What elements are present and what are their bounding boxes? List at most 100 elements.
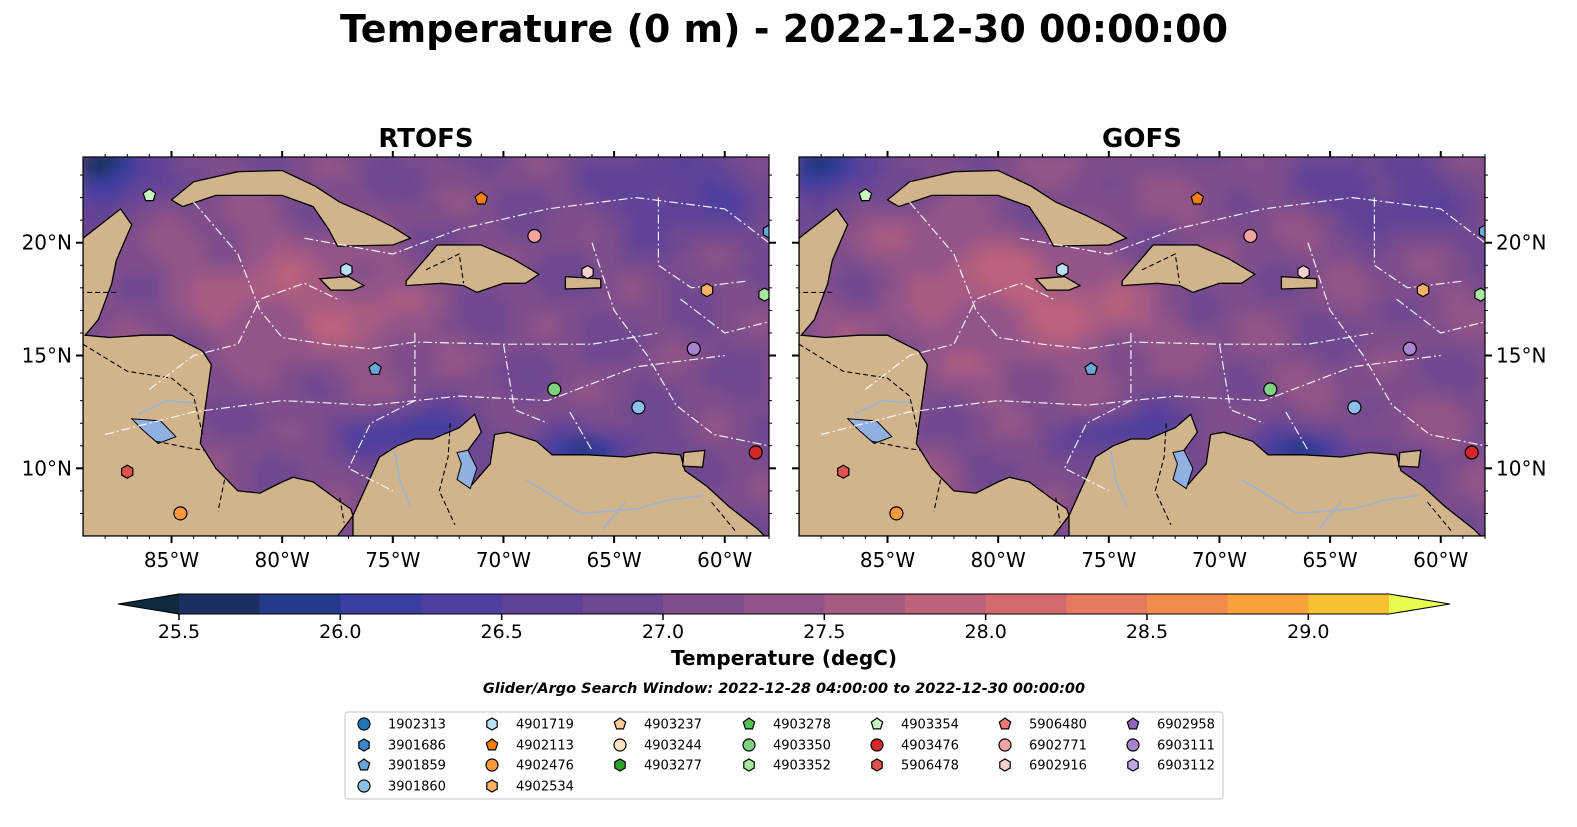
temperature-cell bbox=[1091, 312, 1104, 326]
temperature-cell bbox=[1103, 157, 1117, 165]
temperature-cell bbox=[229, 362, 242, 376]
temperature-cell bbox=[884, 225, 897, 239]
temperature-cell bbox=[908, 263, 922, 276]
temperature-cell bbox=[1298, 374, 1311, 388]
legend-marker bbox=[358, 738, 370, 752]
temperature-cell bbox=[945, 250, 958, 264]
temperature-cell bbox=[1431, 449, 1445, 463]
temperature-cell bbox=[1018, 287, 1031, 301]
temperature-cell bbox=[362, 263, 376, 276]
temperature-cell bbox=[557, 225, 571, 239]
temperature-cell bbox=[204, 300, 218, 314]
temperature-cell bbox=[557, 300, 571, 314]
temperature-cell bbox=[472, 312, 486, 326]
temperature-cell bbox=[703, 250, 717, 264]
temperature-cell bbox=[764, 374, 769, 388]
temperature-cell bbox=[920, 250, 934, 264]
temperature-cell bbox=[582, 176, 595, 190]
temperature-cell bbox=[728, 263, 741, 276]
temperature-cell bbox=[1005, 424, 1019, 438]
temperature-cell bbox=[1115, 163, 1129, 177]
temperature-cell bbox=[423, 213, 437, 227]
temperature-cell bbox=[1115, 362, 1129, 376]
temperature-cell bbox=[1419, 225, 1433, 239]
temperature-cell bbox=[823, 201, 837, 214]
temperature-cell bbox=[1139, 287, 1153, 301]
temperature-cell bbox=[1444, 411, 1457, 425]
temperature-cell bbox=[557, 411, 571, 425]
temperature-cell bbox=[957, 461, 970, 475]
temperature-cell bbox=[1310, 225, 1323, 239]
colorbar-segment bbox=[421, 594, 503, 614]
temperature-cell bbox=[993, 374, 1007, 388]
temperature-cell bbox=[1115, 312, 1129, 326]
temperature-cell bbox=[569, 176, 583, 190]
temperature-cell bbox=[691, 436, 705, 450]
temperature-cell bbox=[932, 157, 946, 165]
float-marker bbox=[631, 400, 646, 415]
temperature-cell bbox=[896, 287, 910, 301]
temperature-cell bbox=[957, 250, 970, 264]
temperature-cell bbox=[229, 157, 242, 165]
temperature-cell bbox=[752, 511, 766, 525]
temperature-cell bbox=[932, 163, 946, 177]
temperature-cell bbox=[1395, 213, 1409, 227]
temperature-cell bbox=[436, 349, 449, 363]
temperature-cell bbox=[460, 213, 474, 227]
temperature-cell bbox=[1152, 312, 1165, 326]
temperature-cell bbox=[1005, 213, 1019, 227]
temperature-cell bbox=[1431, 461, 1445, 475]
temperature-cell bbox=[1407, 411, 1421, 425]
temperature-cell bbox=[1371, 337, 1384, 351]
temperature-cell bbox=[969, 411, 983, 425]
temperature-cell bbox=[993, 201, 1007, 214]
temperature-cell bbox=[1237, 201, 1250, 214]
temperature-cell bbox=[326, 424, 340, 438]
temperature-cell bbox=[618, 349, 632, 363]
temperature-cell bbox=[1212, 399, 1226, 413]
temperature-cell bbox=[932, 424, 946, 438]
temperature-cell bbox=[1042, 157, 1056, 165]
temperature-cell bbox=[715, 362, 729, 376]
temperature-cell bbox=[740, 213, 753, 227]
temperature-cell bbox=[630, 362, 644, 376]
temperature-cell bbox=[484, 374, 498, 388]
temperature-cell bbox=[1249, 325, 1263, 339]
temperature-cell bbox=[107, 312, 121, 326]
temperature-cell bbox=[326, 337, 340, 351]
temperature-cell bbox=[752, 349, 766, 363]
temperature-cell bbox=[1115, 300, 1129, 314]
legend-label: 4903237 bbox=[644, 718, 702, 733]
temperature-cell bbox=[1152, 399, 1165, 413]
temperature-cell bbox=[715, 486, 729, 500]
temperature-cell bbox=[1188, 449, 1202, 463]
temperature-cell bbox=[1261, 424, 1275, 438]
temperature-cell bbox=[1139, 300, 1153, 314]
temperature-cell bbox=[872, 188, 885, 202]
temperature-cell bbox=[1042, 399, 1056, 413]
temperature-cell bbox=[277, 250, 291, 264]
temperature-cell bbox=[859, 275, 873, 289]
temperature-cell bbox=[241, 387, 254, 401]
temperature-cell bbox=[823, 287, 837, 301]
temperature-cell bbox=[703, 411, 717, 425]
temperature-cell bbox=[1091, 325, 1104, 339]
temperature-cell bbox=[362, 188, 376, 202]
temperature-cell bbox=[1298, 349, 1311, 363]
temperature-cell bbox=[521, 325, 534, 339]
temperature-cell bbox=[835, 312, 849, 326]
temperature-cell bbox=[1395, 176, 1409, 190]
country-border bbox=[1154, 423, 1172, 525]
temperature-cell bbox=[1322, 263, 1336, 276]
temperature-cell bbox=[1334, 436, 1348, 450]
temperature-cell bbox=[277, 362, 291, 376]
temperature-cell bbox=[764, 275, 769, 289]
temperature-cell bbox=[521, 411, 534, 425]
temperature-cell bbox=[216, 163, 230, 177]
temperature-cell bbox=[168, 157, 181, 165]
temperature-cell bbox=[1444, 300, 1457, 314]
temperature-cell bbox=[496, 374, 510, 388]
temperature-cell bbox=[168, 312, 181, 326]
temperature-cell bbox=[703, 424, 717, 438]
temperature-cell bbox=[1273, 424, 1287, 438]
